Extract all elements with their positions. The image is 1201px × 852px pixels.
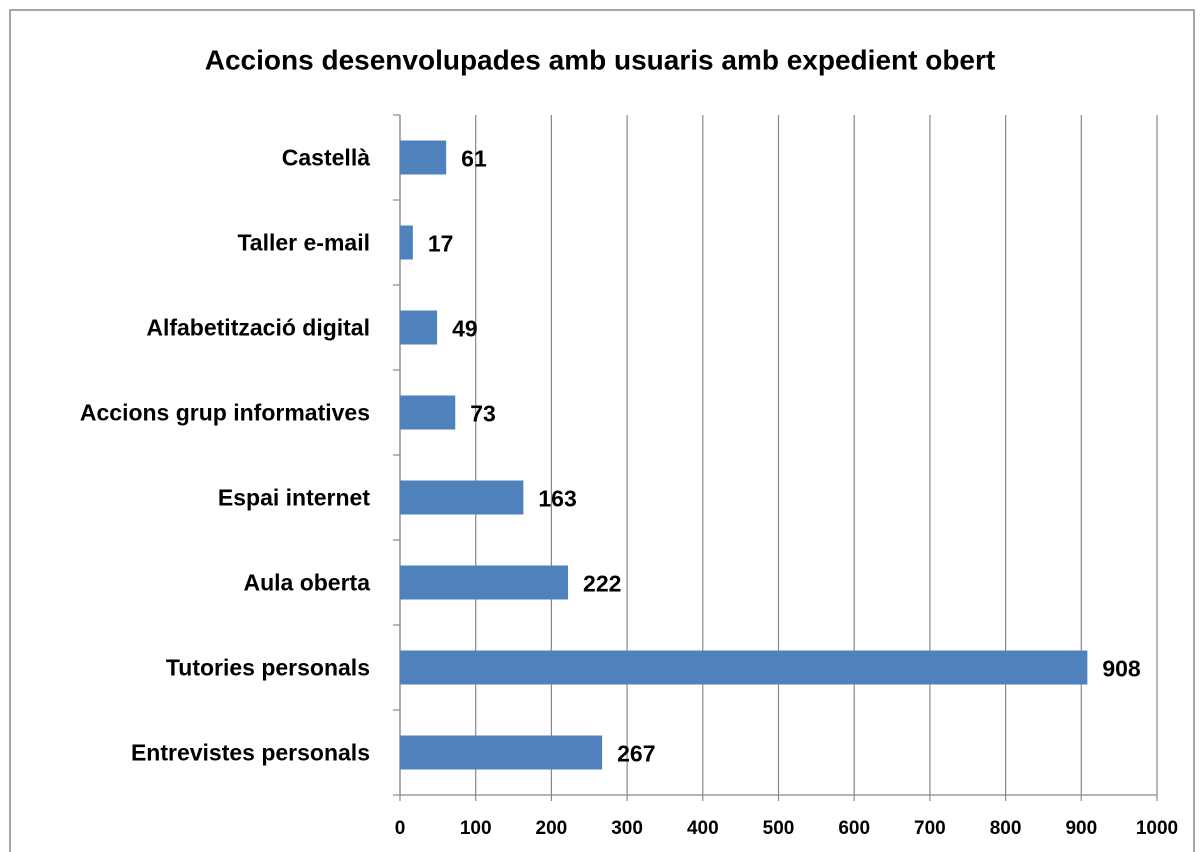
- chart-title: Accions desenvolupades amb usuaris amb e…: [205, 44, 995, 75]
- x-tick-label: 100: [460, 818, 492, 839]
- data-label: 73: [470, 401, 496, 427]
- y-tick-label: Castellà: [282, 145, 370, 171]
- y-tick-label: Alfabetització digital: [146, 315, 370, 341]
- x-tick-label: 600: [838, 818, 870, 839]
- bar: [400, 395, 456, 430]
- data-label: 49: [452, 316, 478, 342]
- x-tick-label: 200: [536, 818, 568, 839]
- bar: [400, 735, 603, 770]
- bar: [400, 225, 413, 260]
- y-tick-label: Taller e-mail: [237, 230, 370, 256]
- x-tick-label: 400: [687, 818, 719, 839]
- x-tick-label: 700: [914, 818, 946, 839]
- bar: [400, 650, 1088, 685]
- y-tick-label: Aula oberta: [243, 570, 370, 596]
- bar: [400, 480, 524, 515]
- data-label: 17: [428, 231, 454, 257]
- data-label: 163: [538, 486, 576, 512]
- data-label: 222: [583, 571, 621, 597]
- y-tick-label: Espai internet: [218, 485, 370, 511]
- y-tick-label: Tutories personals: [166, 655, 370, 681]
- bar: [400, 140, 447, 175]
- data-label: 267: [617, 741, 655, 767]
- x-tick-label: 300: [611, 818, 643, 839]
- data-label: 908: [1102, 656, 1141, 682]
- x-tick-label: 1000: [1136, 818, 1178, 839]
- x-tick-label: 900: [1065, 818, 1097, 839]
- x-tick-label: 0: [395, 818, 406, 839]
- y-tick-label: Entrevistes personals: [131, 740, 370, 766]
- y-tick-label: Accions grup informatives: [80, 400, 370, 426]
- bar: [400, 565, 569, 600]
- x-tick-label: 500: [763, 818, 795, 839]
- x-tick-label: 800: [990, 818, 1022, 839]
- chart-frame: [9, 9, 1195, 852]
- data-label: 61: [461, 146, 487, 172]
- bar: [400, 310, 438, 345]
